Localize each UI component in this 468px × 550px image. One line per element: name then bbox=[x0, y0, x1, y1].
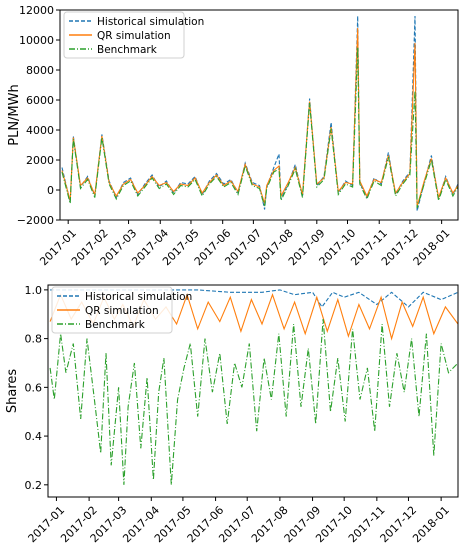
legend-label: Historical simulation bbox=[85, 291, 192, 303]
y-tick-label: 0.8 bbox=[25, 333, 43, 346]
legend-label: QR simulation bbox=[97, 30, 171, 42]
y-tick-label: 2000 bbox=[26, 154, 54, 167]
y-tick-label: 1.0 bbox=[25, 284, 43, 297]
y-tick-label: 0.6 bbox=[25, 381, 43, 394]
y-tick-label: −2000 bbox=[17, 214, 54, 227]
legend-box bbox=[51, 286, 173, 334]
chart-panel-2: 0.20.40.60.81.02017-012017-022017-032017… bbox=[5, 284, 459, 546]
y-tick-label: 6000 bbox=[26, 94, 54, 107]
y-tick-label: 4000 bbox=[26, 124, 54, 137]
series-line-3 bbox=[49, 319, 458, 485]
y-tick-label: 0 bbox=[47, 184, 54, 197]
y-tick-label: 0.4 bbox=[25, 430, 43, 443]
x-tick-label: 2018-01 bbox=[410, 504, 452, 546]
y-tick-label: 10000 bbox=[19, 34, 54, 47]
legend-box bbox=[63, 11, 185, 59]
legend: Historical simulation QR simulation Benchm… bbox=[51, 286, 192, 334]
y-tick-label: 8000 bbox=[26, 64, 54, 77]
y-axis-label: PLN/MWh bbox=[7, 84, 22, 146]
plot-frame bbox=[59, 9, 459, 221]
legend-label: Historical simulation bbox=[97, 16, 204, 28]
legend-label: Benchmark bbox=[97, 44, 158, 56]
legend-label: QR simulation bbox=[85, 305, 159, 317]
y-tick-label: 12000 bbox=[19, 4, 54, 17]
legend: Historical simulation QR simulation Benchm… bbox=[63, 11, 204, 59]
legend-label: Benchmark bbox=[85, 319, 146, 331]
series-line-3 bbox=[61, 47, 458, 209]
series-group bbox=[61, 15, 458, 212]
y-tick-label: 0.2 bbox=[25, 479, 43, 492]
plot-frame bbox=[47, 284, 459, 498]
y-axis-label: Shares bbox=[5, 369, 20, 414]
chart-panel-1: −20000200040006000800010000120002017-012… bbox=[7, 4, 459, 268]
